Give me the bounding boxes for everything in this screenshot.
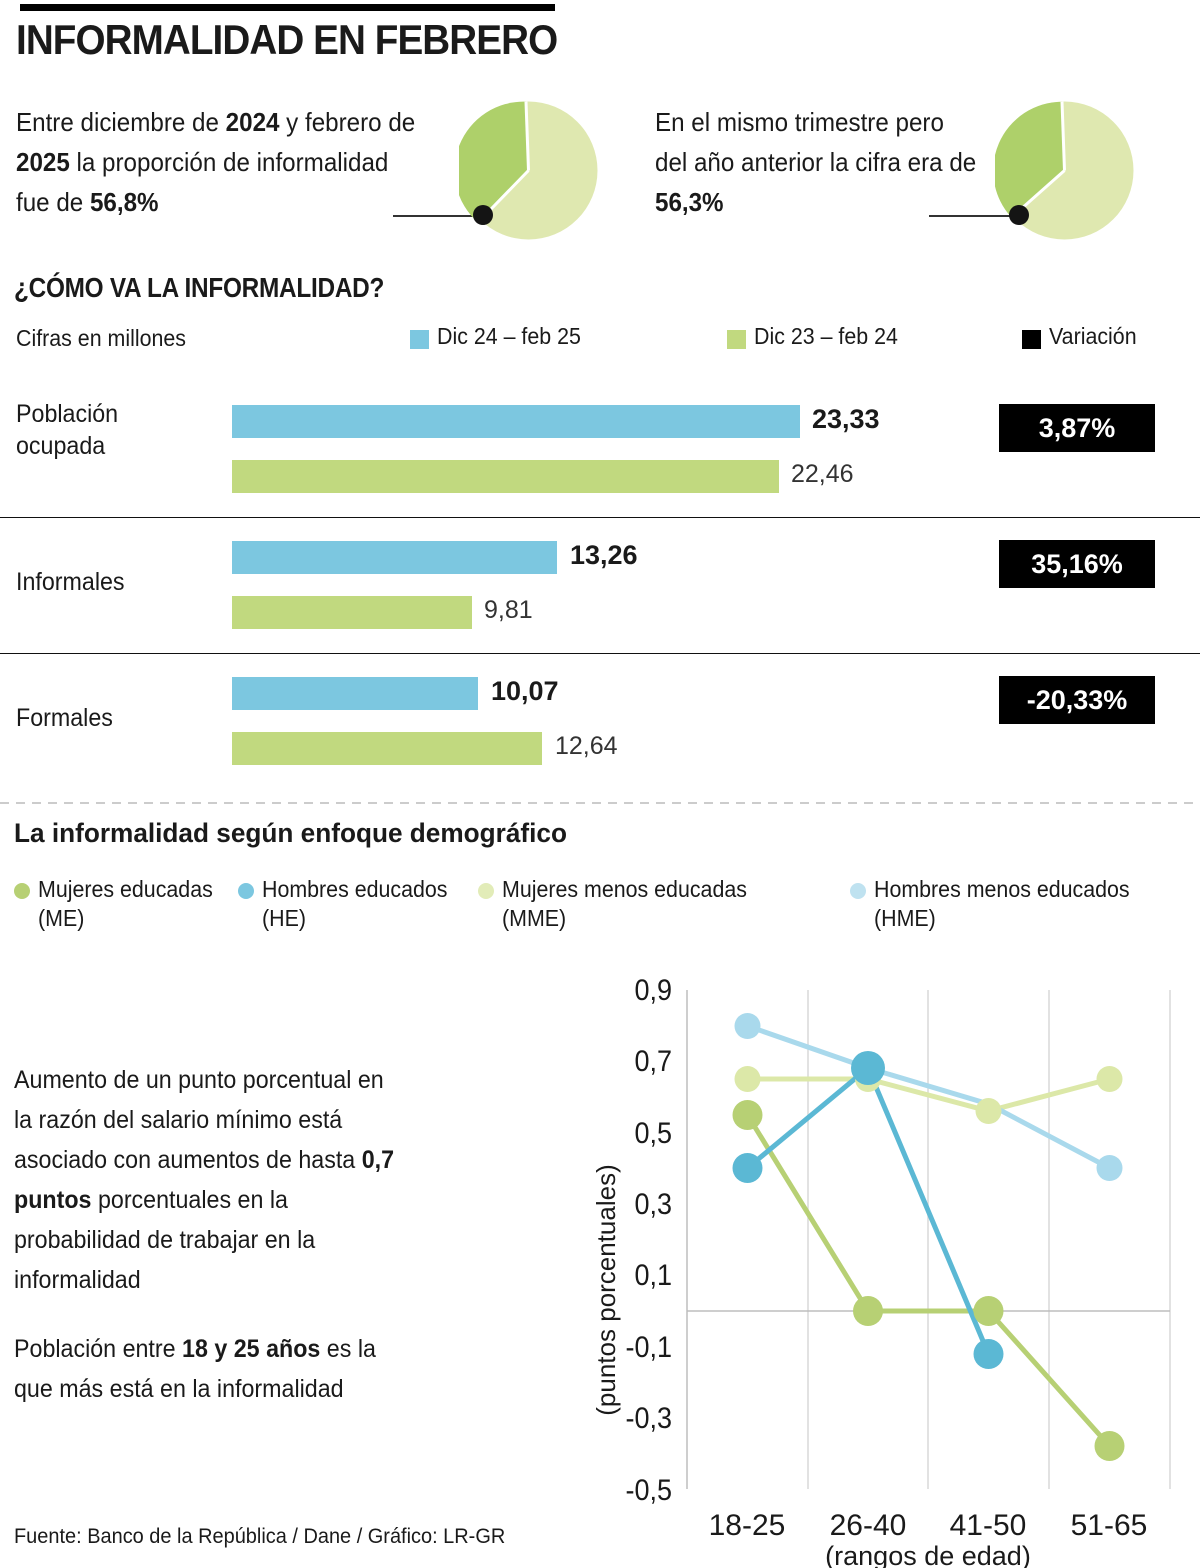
svg-text:0,7: 0,7 xyxy=(634,1045,672,1079)
svg-text:-0,5: -0,5 xyxy=(626,1474,672,1508)
svg-text:0,1: 0,1 xyxy=(634,1259,672,1293)
svg-text:(rangos de edad): (rangos de edad) xyxy=(825,1541,1031,1568)
svg-text:18-25: 18-25 xyxy=(709,1509,786,1542)
svg-text:0,5: 0,5 xyxy=(634,1117,672,1151)
svg-text:0,3: 0,3 xyxy=(634,1188,672,1222)
svg-text:-0,3: -0,3 xyxy=(626,1402,672,1436)
svg-text:41-50: 41-50 xyxy=(950,1509,1027,1542)
svg-text:51-65: 51-65 xyxy=(1071,1509,1148,1542)
svg-text:0,9: 0,9 xyxy=(634,974,672,1008)
svg-text:26-40: 26-40 xyxy=(830,1509,907,1542)
svg-text:-0,1: -0,1 xyxy=(626,1331,672,1365)
svg-text:(puntos porcentuales): (puntos porcentuales) xyxy=(591,1164,621,1415)
